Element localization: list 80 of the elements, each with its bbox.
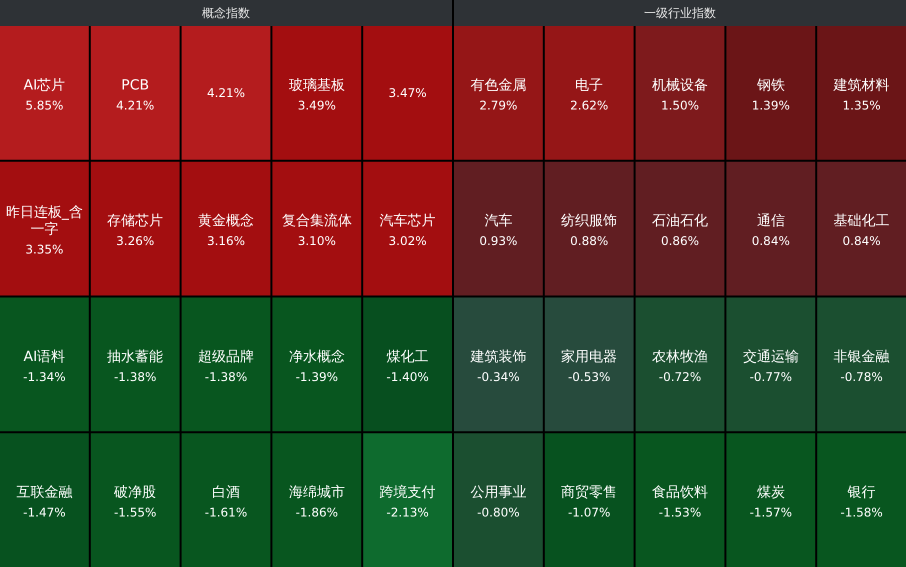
category-label: 玻璃基板 bbox=[288, 77, 345, 94]
data-label: -1.47% bbox=[23, 506, 66, 520]
data-label: 3.02% bbox=[388, 234, 427, 248]
category-label: 食品饮料 bbox=[652, 484, 708, 501]
data-label: 4.21% bbox=[116, 98, 154, 112]
data-label: -0.80% bbox=[477, 506, 520, 520]
data-label: 3.10% bbox=[298, 234, 336, 248]
category-label: 机械设备 bbox=[652, 77, 708, 94]
data-label: -1.57% bbox=[750, 506, 792, 520]
data-label: -0.53% bbox=[568, 370, 610, 384]
category-label: 存储芯片 bbox=[107, 213, 164, 230]
category-label: 汽车芯片 bbox=[380, 213, 436, 230]
data-label: 3.47% bbox=[388, 86, 427, 100]
category-label: 非银金融 bbox=[834, 348, 890, 365]
data-label: -1.40% bbox=[386, 370, 429, 384]
category-label: 有色金属 bbox=[470, 77, 526, 94]
category-label: 纺织服饰 bbox=[561, 213, 618, 230]
category-label: 互联金融 bbox=[16, 484, 72, 501]
category-label: AI芯片 bbox=[24, 77, 66, 94]
category-label: 黄金概念 bbox=[198, 213, 254, 230]
category-label: 农林牧渔 bbox=[652, 348, 708, 365]
data-label: -0.77% bbox=[750, 370, 792, 384]
category-label: 石油石化 bbox=[652, 213, 708, 230]
data-label: 1.50% bbox=[660, 98, 700, 112]
data-label: -1.39% bbox=[296, 370, 338, 384]
text: 概念指数 bbox=[202, 6, 250, 20]
data-label: 3.49% bbox=[298, 98, 336, 112]
data-label: 3.16% bbox=[206, 234, 246, 248]
data-label: 0.93% bbox=[479, 234, 518, 248]
category-label: 家用电器 bbox=[561, 348, 618, 365]
category-label: 抽水蓄能 bbox=[107, 348, 164, 365]
category-label: 昨日连板_含一字 bbox=[6, 204, 83, 238]
data-label: 4.21% bbox=[206, 86, 246, 100]
category-label: 跨境支付 bbox=[380, 484, 436, 501]
category-label: 煤化工 bbox=[386, 348, 429, 365]
data-label: -1.86% bbox=[296, 506, 338, 520]
category-label: 海绵城市 bbox=[288, 484, 345, 501]
data-label: 0.88% bbox=[570, 234, 608, 248]
category-label: 钢铁 bbox=[756, 77, 785, 94]
category-label: AI语料 bbox=[24, 348, 66, 365]
data-label: -1.61% bbox=[204, 506, 248, 520]
data-label: -1.53% bbox=[658, 506, 702, 520]
data-label: 0.84% bbox=[752, 234, 790, 248]
data-label: 3.26% bbox=[116, 234, 154, 248]
data-label: -1.38% bbox=[204, 370, 248, 384]
data-label: -1.34% bbox=[23, 370, 66, 384]
category-label: 银行 bbox=[846, 484, 876, 501]
data-label: -0.72% bbox=[658, 370, 702, 384]
category-label: 白酒 bbox=[212, 484, 240, 501]
text: 一级行业指数 bbox=[644, 6, 716, 20]
category-label: 破净股 bbox=[113, 484, 156, 501]
category-label: PCB bbox=[121, 77, 150, 94]
category-label: 净水概念 bbox=[288, 348, 345, 365]
category-label: 建筑材料 bbox=[832, 77, 890, 94]
category-label: 交通运输 bbox=[742, 348, 799, 365]
data-label: 3.35% bbox=[25, 242, 64, 257]
data-label: 0.86% bbox=[660, 234, 700, 248]
category-label: 公用事业 bbox=[470, 484, 526, 501]
data-label: 2.62% bbox=[570, 98, 608, 112]
data-label: -0.78% bbox=[840, 370, 883, 384]
data-label: 1.35% bbox=[842, 98, 881, 112]
category-label: 汽车 bbox=[484, 213, 512, 230]
category-label: 商贸零售 bbox=[561, 484, 618, 501]
data-label: -1.38% bbox=[114, 370, 156, 384]
data-label: -1.58% bbox=[840, 506, 883, 520]
category-label: 基础化工 bbox=[834, 213, 890, 230]
category-label: 电子 bbox=[575, 77, 604, 94]
category-label: 建筑装饰 bbox=[469, 348, 526, 365]
data-label: -1.55% bbox=[114, 506, 156, 520]
data-label: 0.84% bbox=[842, 234, 881, 248]
category-label: 煤炭 bbox=[756, 484, 785, 501]
data-label: -0.34% bbox=[477, 370, 520, 384]
data-label: 1.39% bbox=[752, 98, 790, 112]
data-label: 2.79% bbox=[479, 98, 518, 112]
category-label: 超级品牌 bbox=[198, 348, 254, 365]
data-label: -2.13% bbox=[386, 506, 429, 520]
category-label: 复合集流体 bbox=[282, 213, 352, 230]
data-label: -1.07% bbox=[568, 506, 610, 520]
data-label: 5.85% bbox=[25, 98, 64, 112]
category-label: 通信 bbox=[756, 213, 785, 230]
